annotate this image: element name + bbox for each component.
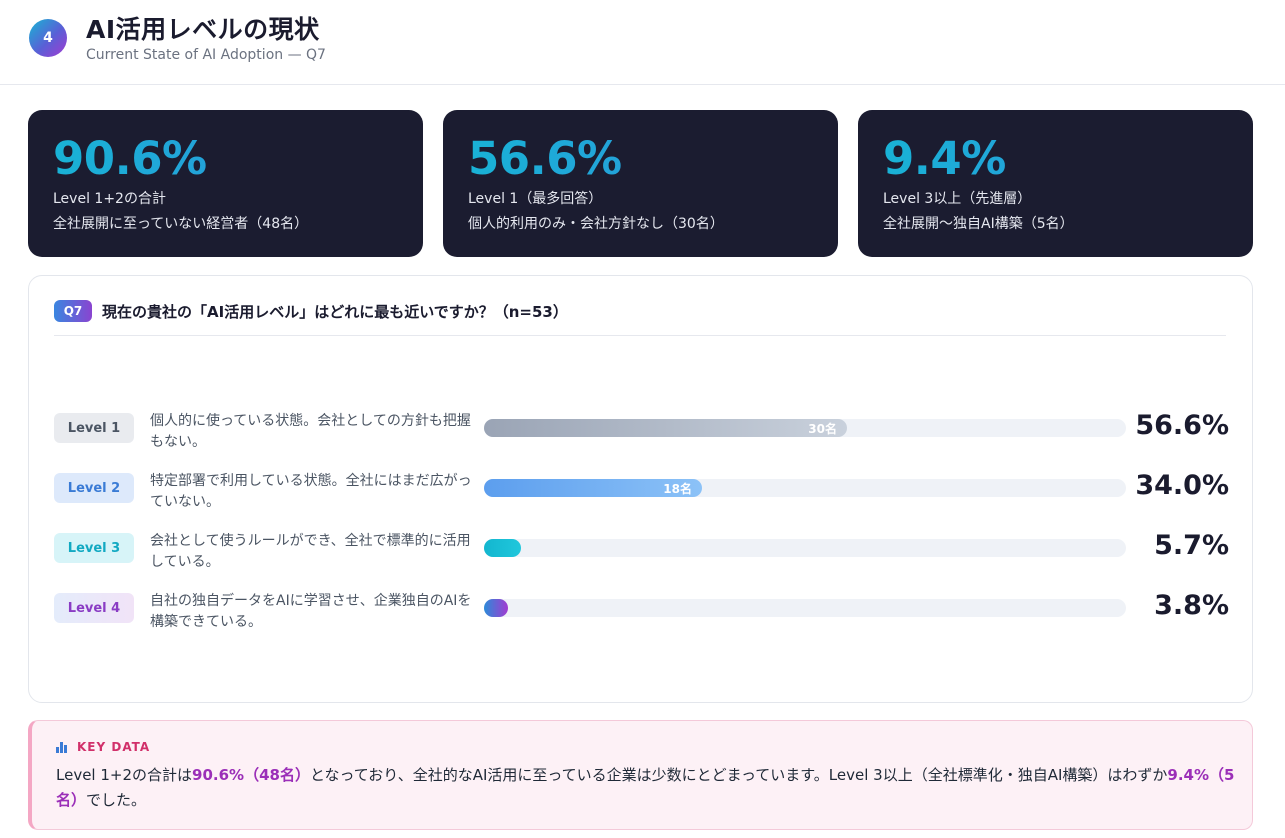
question-header: Q7 現在の貴社の「AI活用レベル」はどれに最も近いですか？（n=53） <box>54 300 1226 336</box>
bar-value-label: 5.7% <box>1154 530 1229 561</box>
stat-description: 全社展開に至っていない経営者（48名） <box>53 216 309 232</box>
bar-value-label: 56.6% <box>1135 410 1229 441</box>
bar-fill <box>484 539 521 557</box>
bar-fill: 18名 <box>484 479 702 497</box>
level-description: 個人的に使っている状態。会社としての方針も把握もない。 <box>150 413 471 450</box>
stat-value: 9.4% <box>883 135 1228 183</box>
key-data-callout: KEY DATA Level 1+2の合計は90.6%（48名）となっており、全… <box>28 720 1253 830</box>
section-number-badge: 4 <box>29 19 67 57</box>
stat-cards: 90.6% Level 1+2の合計 全社展開に至っていない経営者（48名） 5… <box>28 110 1253 257</box>
bar-chart-icon <box>56 741 69 753</box>
page-title: AI活用レベルの現状 <box>86 15 320 44</box>
key-data-heading: KEY DATA <box>56 740 150 754</box>
chart-panel: Q7 現在の貴社の「AI活用レベル」はどれに最も近いですか？（n=53） Lev… <box>28 275 1253 703</box>
level-description: 会社として使うルールができ、全社で標準的に活用している。 <box>150 533 471 570</box>
key-data-label: KEY DATA <box>77 740 151 754</box>
stat-label: Level 1（最多回答） <box>468 191 603 207</box>
chart-row: Level 3 会社として使うルールができ、全社で標準的に活用している。 5.7% <box>54 530 1229 581</box>
level-badge: Level 1 <box>54 413 134 443</box>
chart-row: Level 1 個人的に使っている状態。会社としての方針も把握もない。 30名 56.… <box>54 410 1229 461</box>
bar-fill: 30名 <box>484 419 847 437</box>
stat-card-level12: 90.6% Level 1+2の合計 全社展開に至っていない経営者（48名） <box>28 110 423 257</box>
highlighted-figure: 9.4%（5名） <box>56 766 1235 809</box>
bar-value-label: 3.8% <box>1154 590 1229 621</box>
stat-value: 56.6% <box>468 135 813 183</box>
level-badge: Level 4 <box>54 593 134 623</box>
level-description: 特定部署で利用している状態。全社にはまだ広がっていない。 <box>150 473 472 510</box>
question-text: 現在の貴社の「AI活用レベル」はどれに最も近いですか？（n=53） <box>102 303 568 321</box>
text-segment: Level 1+2の合計は <box>56 766 193 784</box>
text-segment: となっており、全社的なAI活用に至っている企業は少数にとどまっています。Leve… <box>309 766 1168 784</box>
stat-label: Level 1+2の合計 <box>53 191 166 207</box>
stat-card-level1: 56.6% Level 1（最多回答） 個人的利用のみ・会社方針なし（30名） <box>443 110 838 257</box>
stat-value: 90.6% <box>53 135 398 183</box>
bar-track: 18名 <box>484 479 1126 497</box>
stat-card-level3plus: 9.4% Level 3以上（先進層） 全社展開〜独自AI構築（5名） <box>858 110 1253 257</box>
bar-track <box>484 539 1126 557</box>
bar-value-label: 34.0% <box>1135 470 1229 501</box>
stat-description: 個人的利用のみ・会社方針なし（30名） <box>468 216 724 232</box>
highlighted-figure: 90.6%（48名） <box>192 766 310 784</box>
key-data-text: Level 1+2の合計は90.6%（48名）となっており、全社的なAI活用に至… <box>56 763 1241 813</box>
level-badge: Level 3 <box>54 533 134 563</box>
level-badge: Level 2 <box>54 473 134 503</box>
bar-track: 30名 <box>484 419 1126 437</box>
stat-description: 全社展開〜独自AI構築（5名） <box>883 216 1074 232</box>
text-segment: でした。 <box>86 791 147 809</box>
bar-track <box>484 599 1126 617</box>
question-badge: Q7 <box>54 300 92 322</box>
chart-row: Level 2 特定部署で利用している状態。全社にはまだ広がっていない。 18名 34… <box>54 470 1229 521</box>
page-header: 4 AI活用レベルの現状 Current State of AI Adoptio… <box>0 0 1285 85</box>
level-description: 自社の独自データをAIに学習させ、企業独自のAIを構築できている。 <box>150 593 472 630</box>
page-subtitle: Current State of AI Adoption — Q7 <box>86 47 326 63</box>
bar-fill <box>484 599 508 617</box>
chart-row: Level 4 自社の独自データをAIに学習させ、企業独自のAIを構築できている。… <box>54 590 1229 641</box>
stat-label: Level 3以上（先進層） <box>883 191 1032 207</box>
